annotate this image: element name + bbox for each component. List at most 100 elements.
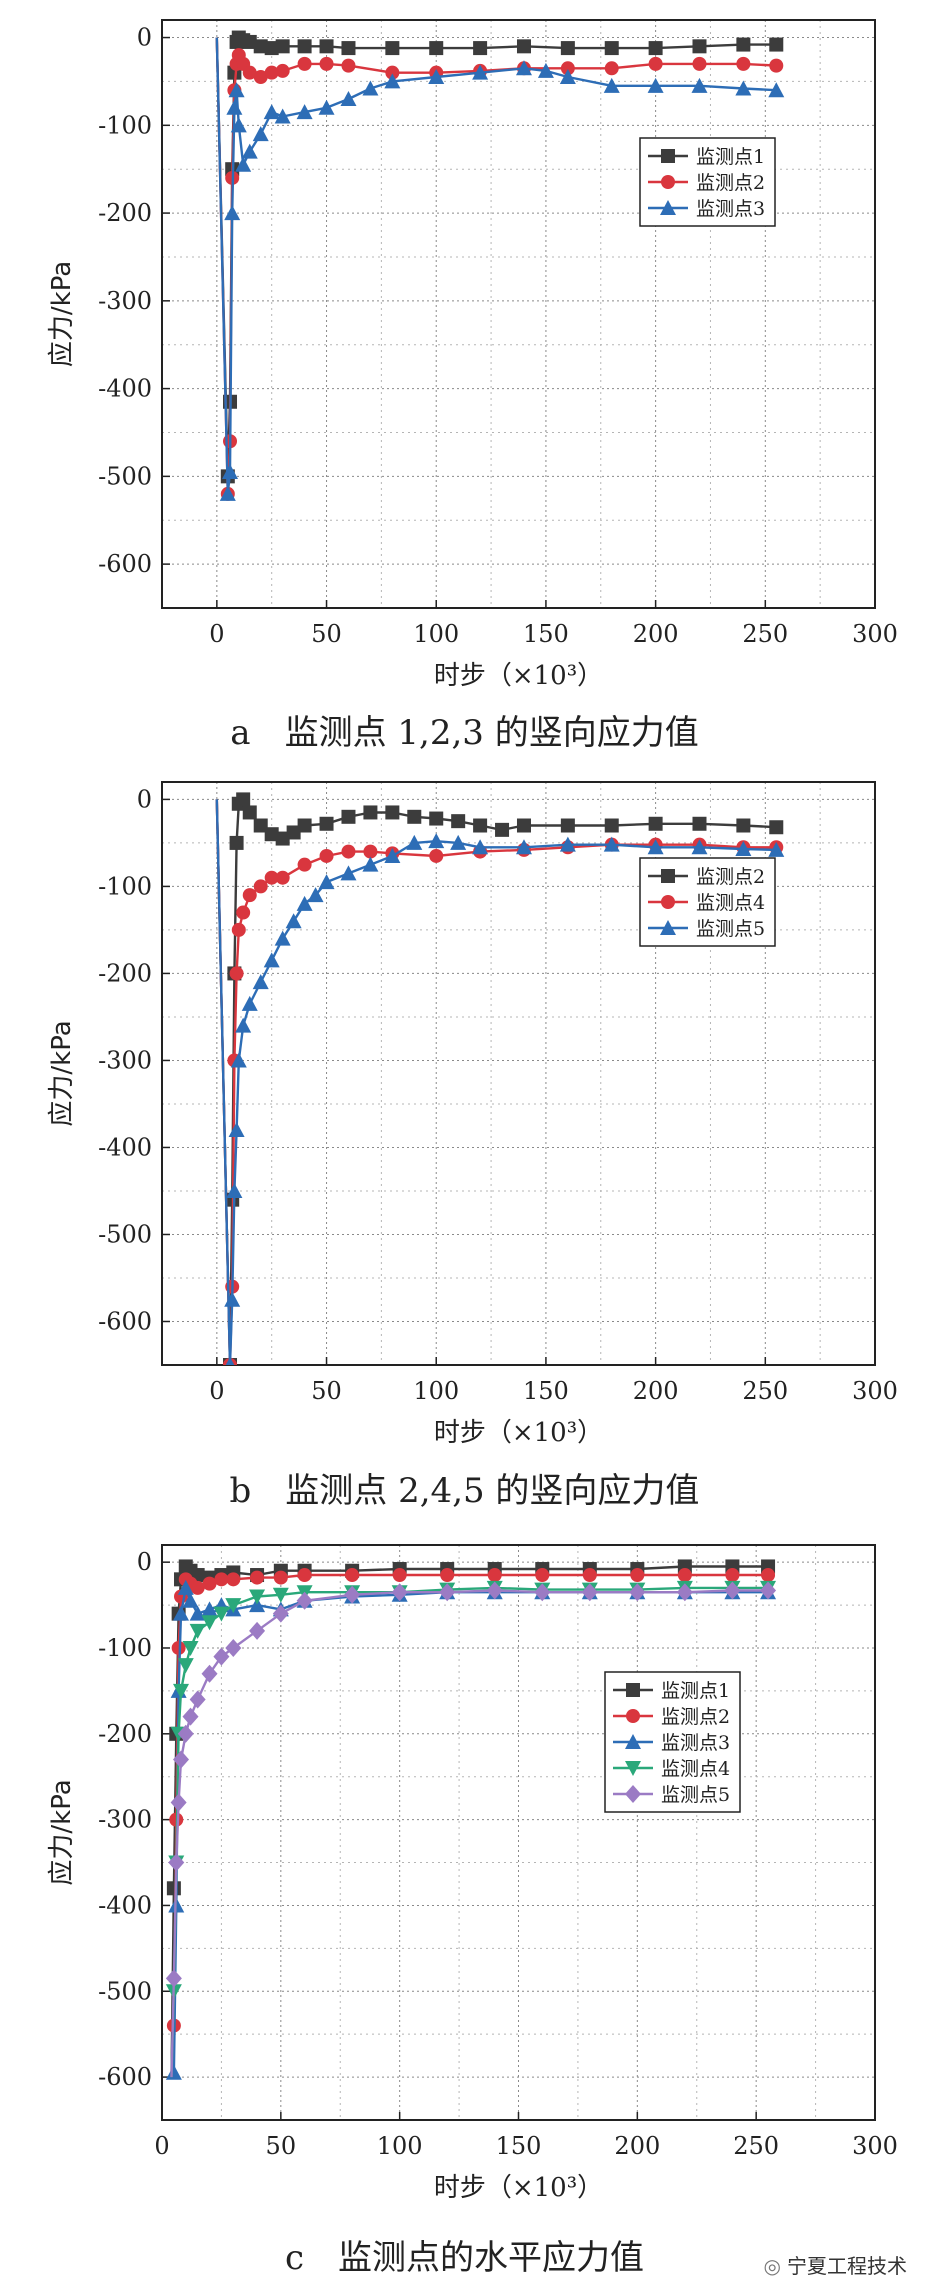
data-point-4 [173,1683,190,1699]
legend-label: 监测点3 [661,1732,730,1754]
x-axis-label: 时步（×10³） [434,2173,603,2203]
data-point-3 [189,1605,206,1621]
x-tick-label: 50 [311,620,342,648]
data-point-3 [768,82,785,98]
data-point-3 [219,485,236,501]
data-point-2 [345,1568,360,1583]
data-point-2 [604,61,619,76]
data-point-5 [225,1638,242,1657]
legend-marker [661,869,675,883]
y-tick-label: -100 [98,872,152,900]
data-point-3 [428,69,445,85]
data-point-2 [236,905,251,920]
legend-marker [660,200,676,215]
data-point-1 [341,809,356,824]
ticks: 0 50 100 150 200 250 300 0 -100 -200 -300 -400 -500 -… [98,785,898,1405]
y-tick-label: -100 [98,111,152,139]
data-point-1 [286,825,301,840]
data-point-3 [450,834,467,850]
data-point-2 [253,70,268,85]
data-point-2 [242,65,257,80]
y-tick-label: -400 [98,1891,152,1919]
y-tick-label: -500 [98,1220,152,1248]
data-point-5 [173,1750,190,1769]
data-point-1 [341,41,356,56]
data-point-2 [297,1568,312,1583]
data-point-3 [472,839,489,855]
data-point-5 [581,1583,598,1602]
data-point-5 [629,1583,646,1602]
data-point-1 [604,818,619,833]
x-tick-label: 50 [266,2132,297,2160]
data-point-3 [537,62,554,78]
data-point-5 [201,1664,218,1683]
data-point-3 [241,995,258,1011]
legend-label: 监测点1 [661,1680,730,1702]
data-point-3 [296,895,313,911]
data-point-3 [173,1605,190,1621]
legend-label: 监测点2 [696,172,765,194]
data-point-5 [344,1585,361,1604]
chart-svg-b: 0 50 100 150 200 250 300 0 -100 -200 -300 -400 -500 -… [47,781,898,1448]
data-point-1 [363,805,378,820]
data-point-1 [166,1881,181,1896]
legend: 监测点2 监测点4 监测点5 [639,857,776,947]
data-point-1 [242,34,257,49]
data-point-2 [769,58,784,73]
data-point-5 [676,1583,693,1602]
data-point-3 [177,1579,194,1595]
legend-marker [661,175,675,189]
data-point-3 [226,1182,243,1198]
data-point-3 [224,205,241,221]
data-point-2 [202,1576,217,1591]
data-point-2 [190,1580,205,1595]
data-point-3 [296,104,313,120]
data-point-1 [648,816,663,831]
chart-panel-c: 0 50 100 150 200 250 300 0 -100 -200 -300 -400 -500 -… [0,1520,929,2281]
x-tick-label: 0 [154,2132,169,2160]
plot-frame [161,781,876,1366]
data-point-3 [307,887,324,903]
data-point-3 [252,126,269,142]
data-point-1 [495,822,510,837]
data-point-3 [559,836,576,852]
data-point-3 [235,156,252,172]
data-point-3 [263,952,280,968]
data-point-1 [264,827,279,842]
data-point-3 [603,836,620,852]
data-point-1 [516,39,531,54]
data-point-4 [201,1615,218,1631]
y-tick-label: 0 [137,785,152,813]
data-point-3 [285,913,302,929]
data-point-1 [560,41,575,56]
data-point-3 [406,834,423,850]
plot-area [215,30,785,501]
y-tick-label: -200 [98,199,152,227]
data-point-2 [725,1568,740,1583]
watermark: ◎ 宁夏工程技术 [764,2250,907,2279]
data-point-2 [319,848,334,863]
chart-caption-b: b 监测点 2,4,5 的竖向应力值 [229,1471,700,1511]
legend-label: 监测点5 [661,1784,730,1806]
data-point-5 [486,1581,503,1600]
data-point-2 [253,879,268,894]
data-point-5 [296,1591,313,1610]
x-axis-label: 时步（×10³） [434,661,603,691]
chart-caption-a: a 监测点 1,2,3 的竖向应力值 [230,713,699,753]
data-point-1 [253,39,268,54]
data-point-3 [559,69,576,85]
data-point-2 [275,63,290,78]
x-tick-label: 0 [209,620,224,648]
data-point-1 [560,818,575,833]
data-point-2 [275,870,290,885]
data-point-5 [170,1793,187,1812]
data-point-5 [182,1707,199,1726]
data-point-3 [274,930,291,946]
legend-label: 监测点5 [696,918,765,940]
series-line-3 [215,37,777,496]
series-line-5 [170,1589,768,2078]
data-point-1 [451,814,466,829]
y-tick-label: 0 [137,24,152,52]
legend-marker [625,1785,641,1803]
x-tick-label: 200 [633,1377,679,1405]
